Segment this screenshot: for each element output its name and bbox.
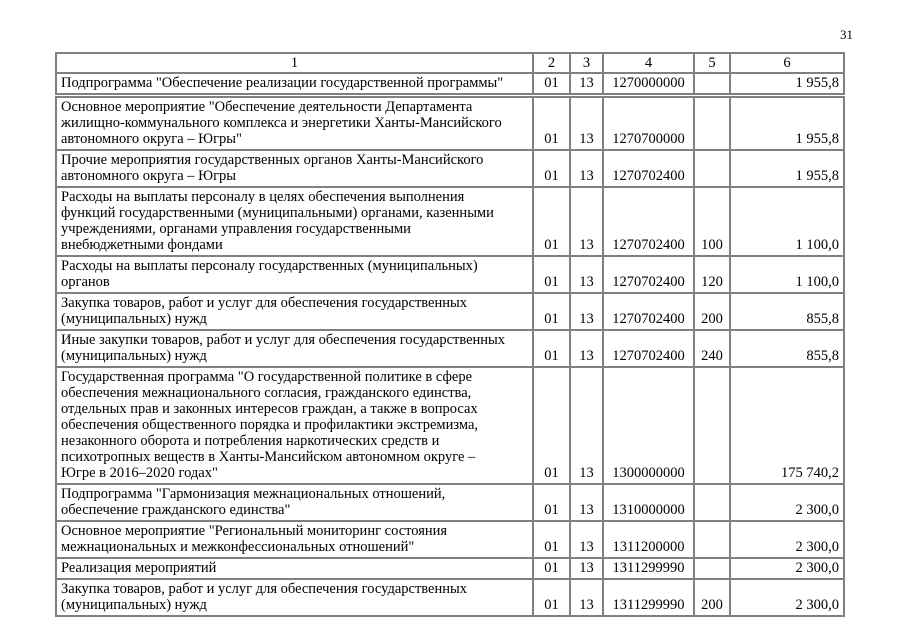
cell-section-code: 01 bbox=[532, 366, 571, 485]
budget-table: 1 2 3 4 5 6 Подпрограмма "Обеспечение ре… bbox=[55, 52, 845, 617]
cell-subsection-code: 13 bbox=[569, 483, 604, 522]
cell-amount: 175 740,2 bbox=[729, 366, 845, 485]
cell-expense-type-code bbox=[693, 149, 731, 188]
cell-title: Расходы на выплаты персоналу государстве… bbox=[55, 255, 534, 294]
cell-target-article-code: 1311200000 bbox=[602, 520, 695, 559]
cell-expense-type-code: 100 bbox=[693, 186, 731, 257]
cell-title: Государственная программа "О государстве… bbox=[55, 366, 534, 485]
cell-title: Реализация мероприятий bbox=[55, 557, 534, 580]
header-col-2: 2 bbox=[532, 52, 571, 74]
header-col-1: 1 bbox=[55, 52, 534, 74]
cell-section-code: 01 bbox=[532, 292, 571, 331]
header-col-5: 5 bbox=[693, 52, 731, 74]
cell-section-code: 01 bbox=[532, 329, 571, 368]
table-header-row: 1 2 3 4 5 6 bbox=[55, 52, 845, 74]
cell-section-code: 01 bbox=[532, 557, 571, 580]
cell-subsection-code: 13 bbox=[569, 72, 604, 98]
cell-amount: 2 300,0 bbox=[729, 578, 845, 617]
table-row: Основное мероприятие "Обеспечение деятел… bbox=[55, 94, 845, 151]
cell-target-article-code: 1311299990 bbox=[602, 557, 695, 580]
cell-amount: 855,8 bbox=[729, 329, 845, 368]
cell-expense-type-code bbox=[693, 94, 731, 151]
cell-subsection-code: 13 bbox=[569, 520, 604, 559]
cell-section-code: 01 bbox=[532, 255, 571, 294]
cell-title: Закупка товаров, работ и услуг для обесп… bbox=[55, 578, 534, 617]
cell-expense-type-code: 240 bbox=[693, 329, 731, 368]
cell-target-article-code: 1311299990 bbox=[602, 578, 695, 617]
header-col-4: 4 bbox=[602, 52, 695, 74]
page-number: 31 bbox=[840, 27, 853, 42]
cell-expense-type-code: 200 bbox=[693, 292, 731, 331]
cell-title: Подпрограмма "Обеспечение реализации гос… bbox=[55, 72, 534, 98]
cell-expense-type-code bbox=[693, 520, 731, 559]
table-row: Прочие мероприятия государственных орган… bbox=[55, 149, 845, 188]
cell-expense-type-code: 120 bbox=[693, 255, 731, 294]
cell-subsection-code: 13 bbox=[569, 255, 604, 294]
cell-subsection-code: 13 bbox=[569, 149, 604, 188]
table-row: Расходы на выплаты персоналу в целях обе… bbox=[55, 186, 845, 257]
cell-title: Основное мероприятие "Обеспечение деятел… bbox=[55, 94, 534, 151]
table-row: Реализация мероприятий 01 13 1311299990 … bbox=[55, 557, 845, 580]
table-row: Иные закупки товаров, работ и услуг для … bbox=[55, 329, 845, 368]
cell-amount: 2 300,0 bbox=[729, 520, 845, 559]
header-col-6: 6 bbox=[729, 52, 845, 74]
cell-expense-type-code bbox=[693, 483, 731, 522]
cell-expense-type-code: 200 bbox=[693, 578, 731, 617]
cell-title: Расходы на выплаты персоналу в целях обе… bbox=[55, 186, 534, 257]
cell-expense-type-code bbox=[693, 72, 731, 98]
table-row: Подпрограмма "Обеспечение реализации гос… bbox=[55, 72, 845, 98]
cell-amount: 2 300,0 bbox=[729, 557, 845, 580]
table-row: Подпрограмма "Гармонизация межнациональн… bbox=[55, 483, 845, 522]
cell-target-article-code: 1270702400 bbox=[602, 329, 695, 368]
cell-title: Подпрограмма "Гармонизация межнациональн… bbox=[55, 483, 534, 522]
cell-target-article-code: 1300000000 bbox=[602, 366, 695, 485]
cell-expense-type-code bbox=[693, 557, 731, 580]
cell-subsection-code: 13 bbox=[569, 578, 604, 617]
cell-amount: 1 100,0 bbox=[729, 255, 845, 294]
cell-amount: 2 300,0 bbox=[729, 483, 845, 522]
cell-subsection-code: 13 bbox=[569, 186, 604, 257]
cell-subsection-code: 13 bbox=[569, 329, 604, 368]
cell-subsection-code: 13 bbox=[569, 557, 604, 580]
cell-section-code: 01 bbox=[532, 483, 571, 522]
cell-amount: 1 955,8 bbox=[729, 72, 845, 98]
cell-amount: 1 955,8 bbox=[729, 94, 845, 151]
cell-subsection-code: 13 bbox=[569, 292, 604, 331]
cell-section-code: 01 bbox=[532, 520, 571, 559]
table-row: Государственная программа "О государстве… bbox=[55, 366, 845, 485]
cell-title: Иные закупки товаров, работ и услуг для … bbox=[55, 329, 534, 368]
cell-target-article-code: 1270000000 bbox=[602, 72, 695, 98]
cell-title: Основное мероприятие "Региональный монит… bbox=[55, 520, 534, 559]
cell-target-article-code: 1270702400 bbox=[602, 255, 695, 294]
cell-expense-type-code bbox=[693, 366, 731, 485]
cell-section-code: 01 bbox=[532, 149, 571, 188]
cell-target-article-code: 1270702400 bbox=[602, 149, 695, 188]
cell-amount: 1 100,0 bbox=[729, 186, 845, 257]
cell-target-article-code: 1270702400 bbox=[602, 186, 695, 257]
table-row: Основное мероприятие "Региональный монит… bbox=[55, 520, 845, 559]
cell-section-code: 01 bbox=[532, 186, 571, 257]
cell-subsection-code: 13 bbox=[569, 94, 604, 151]
cell-section-code: 01 bbox=[532, 72, 571, 98]
cell-title: Закупка товаров, работ и услуг для обесп… bbox=[55, 292, 534, 331]
cell-target-article-code: 1270702400 bbox=[602, 292, 695, 331]
header-col-3: 3 bbox=[569, 52, 604, 74]
cell-amount: 1 955,8 bbox=[729, 149, 845, 188]
cell-target-article-code: 1270700000 bbox=[602, 94, 695, 151]
cell-target-article-code: 1310000000 bbox=[602, 483, 695, 522]
cell-section-code: 01 bbox=[532, 578, 571, 617]
table-row: Закупка товаров, работ и услуг для обесп… bbox=[55, 578, 845, 617]
cell-title: Прочие мероприятия государственных орган… bbox=[55, 149, 534, 188]
table-row: Расходы на выплаты персоналу государстве… bbox=[55, 255, 845, 294]
cell-section-code: 01 bbox=[532, 94, 571, 151]
cell-amount: 855,8 bbox=[729, 292, 845, 331]
cell-subsection-code: 13 bbox=[569, 366, 604, 485]
table-row: Закупка товаров, работ и услуг для обесп… bbox=[55, 292, 845, 331]
